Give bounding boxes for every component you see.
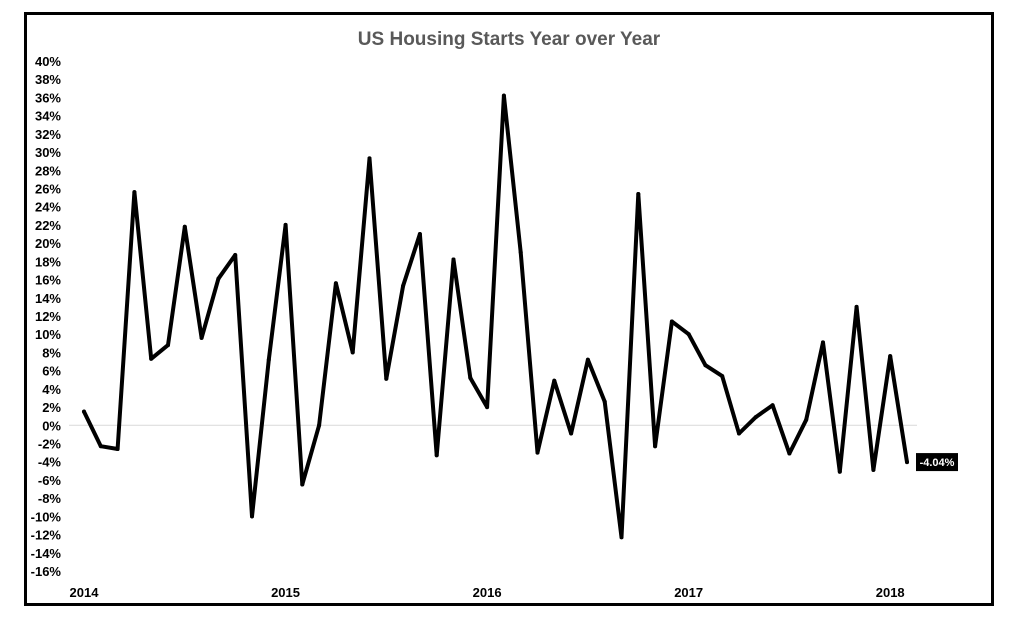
y-tick-label: 0% [42, 418, 61, 433]
y-tick-label: 10% [35, 327, 61, 342]
chart-title: US Housing Starts Year over Year [358, 29, 661, 50]
last-value-label-bg [916, 453, 958, 472]
y-tick-label: -4% [38, 455, 62, 470]
y-tick-label: -10% [31, 509, 62, 524]
x-tick-label: 2016 [473, 585, 502, 600]
x-tick-label: 2017 [674, 585, 703, 600]
y-tick-label: 34% [35, 109, 61, 124]
y-tick-label: 2% [42, 400, 61, 415]
last-value-label-text: -4.04% [920, 457, 955, 469]
y-tick-label: 26% [35, 182, 61, 197]
y-tick-label: 18% [35, 254, 61, 269]
y-axis-ticks: 40% 38% 36% 34% 32% 30% 28% 26% 24% 22% 20% 18% 16% 1… [31, 54, 62, 579]
chart-frame: US Housing Starts Year over Year 40% 38% 3… [24, 12, 994, 606]
y-tick-label: 32% [35, 127, 61, 142]
y-tick-label: -12% [31, 528, 62, 543]
y-tick-label: -8% [38, 491, 62, 506]
x-axis-ticks: 2014 2015 2016 2017 2018 [70, 585, 905, 600]
y-tick-label: 8% [42, 345, 61, 360]
y-tick-label: 24% [35, 200, 61, 215]
y-tick-label: 36% [35, 90, 61, 105]
y-tick-label: 28% [35, 163, 61, 178]
y-tick-label: 22% [35, 218, 61, 233]
y-tick-label: -14% [31, 546, 62, 561]
y-tick-label: 12% [35, 309, 61, 324]
y-tick-label: 20% [35, 236, 61, 251]
x-tick-label: 2015 [271, 585, 300, 600]
y-tick-label: 40% [35, 54, 61, 69]
x-tick-label: 2018 [876, 585, 905, 600]
last-value-label: -4.04% [916, 453, 958, 472]
y-tick-label: 16% [35, 273, 61, 288]
y-tick-label: 38% [35, 72, 61, 87]
y-tick-label: 30% [35, 145, 61, 160]
y-tick-label: -6% [38, 473, 62, 488]
y-tick-label: 4% [42, 382, 61, 397]
y-tick-label: -16% [31, 564, 62, 579]
y-tick-label: 14% [35, 291, 61, 306]
y-tick-label: 6% [42, 364, 61, 379]
line-chart: US Housing Starts Year over Year 40% 38% 3… [31, 29, 958, 600]
series-line [82, 93, 909, 540]
y-tick-label: -2% [38, 437, 62, 452]
x-tick-label: 2014 [70, 585, 100, 600]
